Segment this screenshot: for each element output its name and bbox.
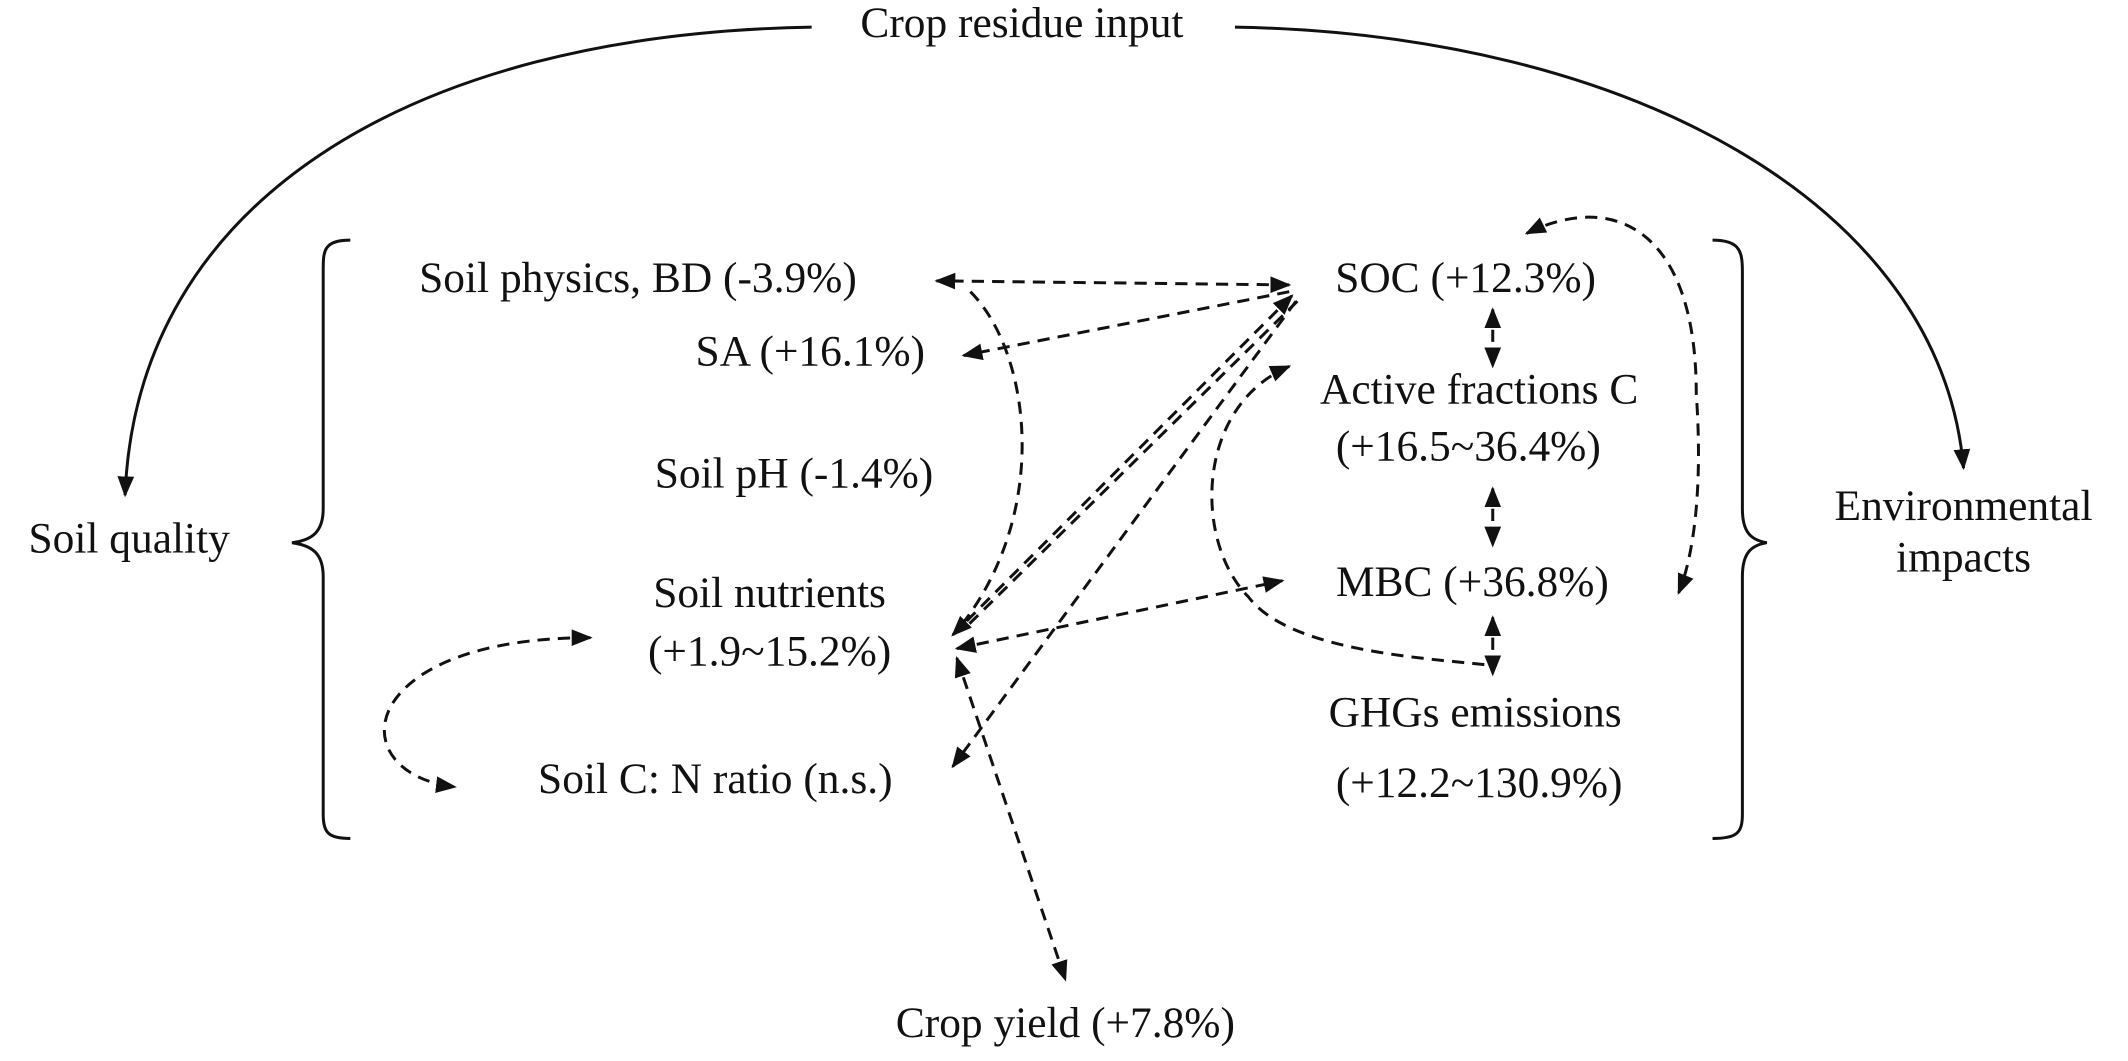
arrows [382,215,1700,982]
arrow [951,300,1298,769]
node-label: (+1.9~15.2%) [648,627,891,675]
node-label: Soil physics, BD (-3.9%) [419,254,857,302]
arrow [965,300,1299,628]
arrow [954,576,1285,653]
node-label: Soil C: N ratio (n.s.) [538,755,892,803]
node-label: Active fractions C [1320,365,1638,413]
arrow [382,629,593,794]
arrow [934,272,1292,294]
node-label: MBC (+36.8%) [1336,558,1609,606]
arc-right [1234,25,1971,471]
brace-left [291,238,351,840]
group-label: impacts [1896,534,2031,582]
title: Crop residue input [860,0,1183,47]
arrow [1210,364,1487,667]
node-label: Soil pH (-1.4%) [655,450,934,498]
brace-right [1712,238,1768,840]
arrow [954,656,1068,982]
node-label: GHGs emissions [1329,688,1622,736]
node-label: SOC (+12.3%) [1335,254,1596,302]
node-label: (+16.5~36.4%) [1336,422,1601,470]
arc-left [117,25,812,498]
node-label: (+12.2~130.9%) [1336,759,1623,807]
group-label: Environmental [1835,482,2093,530]
node-label: SA (+16.1%) [696,327,925,375]
node-label: Crop yield (+7.8%) [896,999,1235,1047]
arrow [1524,215,1700,595]
node-label: Soil nutrients [653,569,886,617]
group-label: Soil quality [28,515,230,563]
